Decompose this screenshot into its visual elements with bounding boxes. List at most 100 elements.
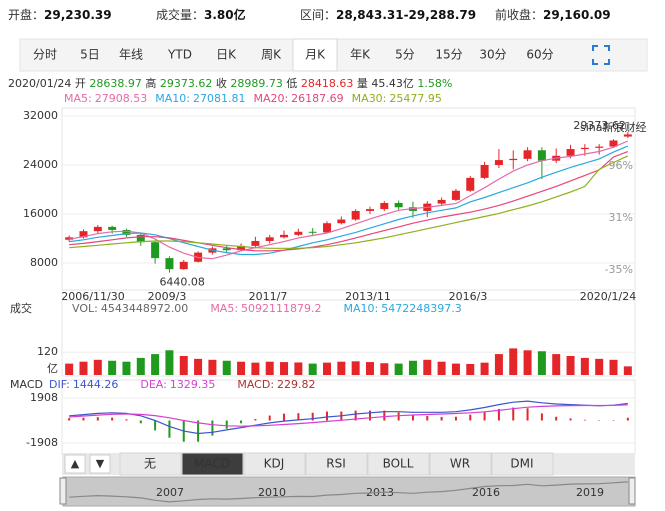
price-panel [61, 107, 636, 291]
volume-bar [251, 362, 260, 375]
fullscreen-icon[interactable] [592, 45, 610, 65]
x-tick-label: 2016/3 [449, 290, 488, 303]
tab[interactable]: 15分 [435, 48, 462, 62]
volume-title: 成交 [10, 301, 32, 315]
macd-bar [526, 408, 529, 421]
volume-bar [136, 357, 145, 375]
volume-bar [623, 366, 632, 375]
candle-body [451, 190, 460, 200]
macd-bar [440, 416, 443, 421]
volume-bar [79, 361, 88, 375]
candle-body [394, 202, 403, 208]
ma-legend-value: 26187.69 [291, 92, 344, 105]
tab[interactable]: 5分 [395, 48, 415, 62]
indicator-tab-bg [243, 452, 306, 476]
dif-value: 1444.26 [73, 378, 119, 391]
indicator-tab[interactable]: KDJ [264, 457, 285, 471]
macd-bar [469, 414, 472, 421]
up-arrow[interactable]: ▲ [71, 457, 80, 470]
macd-bar [540, 413, 543, 421]
down-arrow[interactable]: ▼ [96, 457, 105, 470]
volume-bar [580, 357, 589, 375]
candle-body [580, 147, 589, 150]
indicator-tab[interactable]: DMI [510, 457, 533, 471]
x-tick-label: 2009/3 [148, 290, 187, 303]
macd-bar [497, 408, 500, 421]
x-tick-label: 2006/11/30 [61, 290, 124, 303]
vol-ma5-value: 5092111879.2 [241, 302, 321, 315]
indicator-tab[interactable]: RSI [326, 457, 346, 471]
tab[interactable]: 年线 [119, 48, 143, 62]
x-tick-label: 2011/7 [249, 290, 288, 303]
pct-label: 96% [609, 159, 633, 172]
candle-body [380, 202, 389, 210]
candle-body [408, 207, 417, 211]
vol-ma10-value: 5472248397.3 [381, 302, 461, 315]
volume-panel [61, 299, 636, 377]
pct-label: 31% [609, 211, 633, 224]
candle-body [509, 158, 518, 161]
macd-bar [426, 416, 429, 421]
candle-body [609, 140, 618, 147]
volume-bar [165, 350, 174, 375]
macd-bar [397, 412, 400, 421]
macd-bar [168, 420, 171, 438]
tab[interactable]: YTD [167, 48, 192, 62]
indicator-tab-bg [181, 452, 244, 476]
dea-value: 1329.35 [170, 378, 216, 391]
indicator-tab[interactable]: 无 [144, 457, 156, 471]
volume-legend: VOL: 4543448972.00 MA5: 5092111879.2 MA10: 54… [72, 302, 462, 315]
macd-bar [483, 412, 486, 421]
tab[interactable]: 周K [261, 48, 282, 62]
volume-bar [65, 363, 74, 375]
candle-body [466, 177, 475, 191]
tab[interactable]: 30分 [479, 48, 506, 62]
tab[interactable]: 月K [305, 48, 326, 62]
tab[interactable]: 日K [216, 48, 237, 62]
indicator-tab[interactable]: BOLL [383, 457, 414, 471]
indicator-tab[interactable]: WR [450, 457, 470, 471]
macd-label: MACD: [237, 378, 274, 391]
navigator[interactable] [62, 476, 636, 507]
volume-bar [365, 362, 374, 375]
volume-bar [437, 361, 446, 375]
navigator-year: 2010 [258, 486, 286, 499]
volume-bar [308, 363, 317, 375]
ma-legend-label: MA10: [155, 92, 190, 105]
volume-bar [394, 363, 403, 375]
ma-legend-value: 27081.81 [193, 92, 246, 105]
down-button[interactable] [89, 454, 111, 474]
volume-bar [351, 361, 360, 375]
tab[interactable]: 60分 [526, 48, 553, 62]
candle-body [265, 237, 274, 241]
indicator-tab-bg [429, 452, 492, 476]
indicator-tab-bg [367, 452, 430, 476]
up-button[interactable] [64, 454, 86, 474]
volume-bar [294, 362, 303, 375]
ma-legend-label: MA30: [352, 92, 387, 105]
candle-body [165, 258, 174, 270]
navigator-handle-right[interactable] [628, 477, 636, 505]
navigator-line [69, 481, 628, 503]
candle-body [179, 261, 188, 270]
navigator-handle-left[interactable] [59, 477, 67, 505]
tab[interactable]: 分时 [33, 48, 57, 62]
macd-bar [311, 412, 314, 421]
tab-active-bg [292, 38, 338, 72]
volume-bar [265, 361, 274, 375]
quote-prev: 前收盘：29,160.09 [495, 7, 611, 22]
volume-bar [466, 363, 475, 375]
indicator-tab[interactable]: MACD [194, 457, 230, 471]
quote-range: 区间：28,843.31-29,288.79 [300, 8, 476, 22]
tab[interactable]: 5日 [80, 48, 100, 62]
volume-bar [194, 358, 203, 375]
macd-bar [154, 420, 157, 431]
tab[interactable]: 年K [350, 48, 371, 62]
volume-bar [323, 362, 332, 375]
macd-bar [82, 417, 85, 421]
macd-bar [197, 420, 200, 442]
macd-bar [512, 407, 515, 421]
candle-body [437, 199, 446, 204]
x-tick-label: 2013/11 [345, 290, 391, 303]
